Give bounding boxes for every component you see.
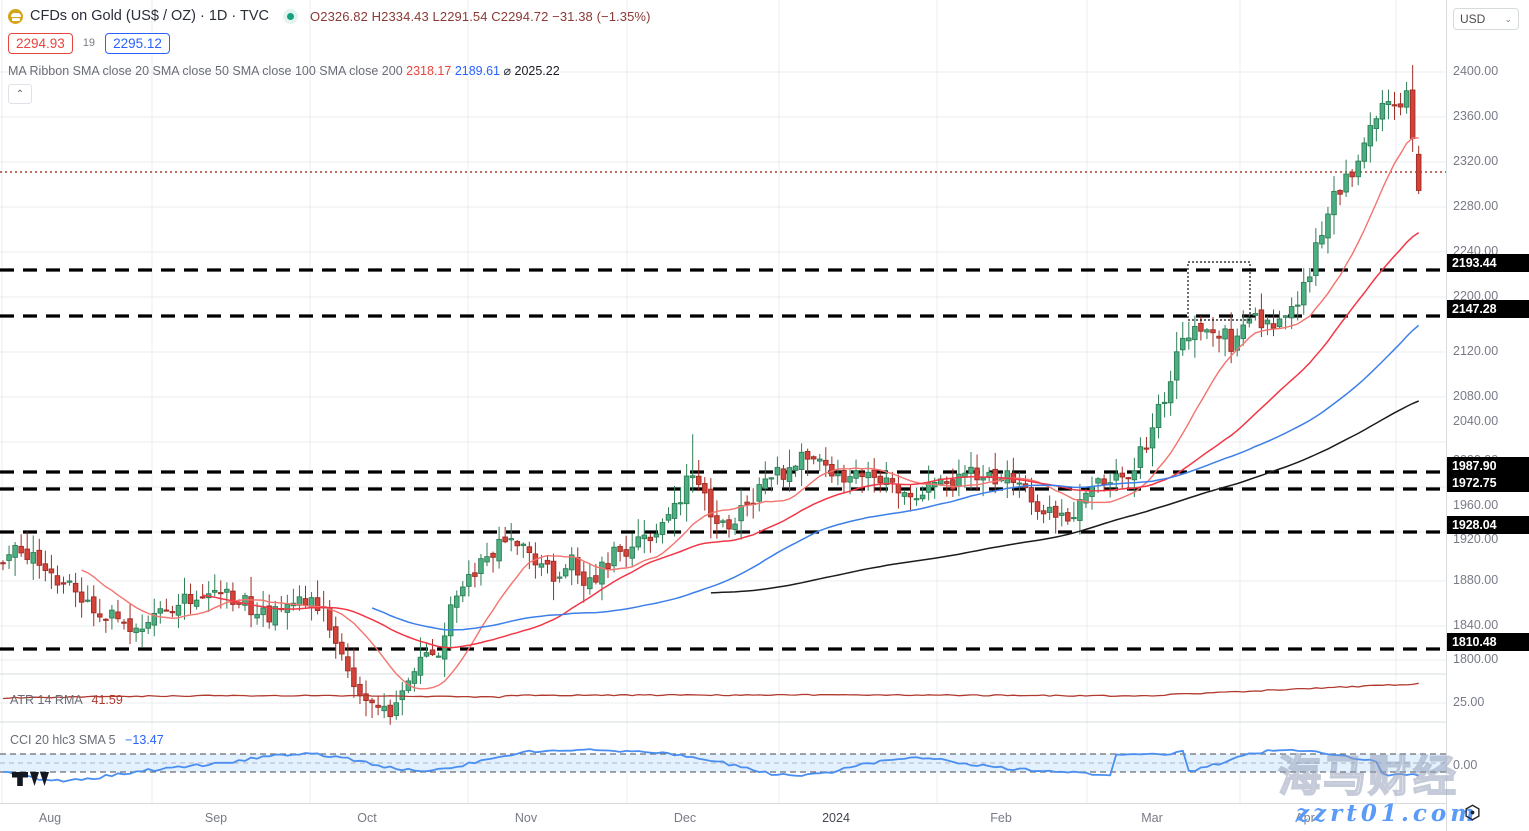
time-tick: Oct (357, 811, 377, 825)
time-tick: 2024 (822, 811, 850, 825)
price-tick: 1920.00 (1453, 532, 1499, 546)
spread-value: 19 (82, 37, 96, 49)
atr-value: 41.59 (91, 693, 123, 707)
time-tick: Feb (990, 811, 1012, 825)
price-level-tag[interactable]: 1928.04 (1447, 516, 1529, 534)
price-tick: 2040.00 (1453, 414, 1499, 428)
time-tick: Sep (204, 811, 228, 825)
time-tick: Mar (1141, 811, 1163, 825)
price-tick: 1880.00 (1453, 573, 1499, 587)
price-level-tag[interactable]: 1810.48 (1447, 633, 1529, 651)
ma-ribbon-value-2: 2189.61 (454, 64, 500, 78)
price-tick: 1800.00 (1453, 652, 1499, 666)
price-tick: 2360.00 (1453, 109, 1499, 123)
bid-ask-row: 2294.93 19 2295.12 (8, 30, 651, 56)
ma-ribbon-null-symbol: ⌀ (503, 64, 512, 78)
cci-legend[interactable]: CCI 20 hlc3 SMA 5 −13.47 (10, 733, 164, 747)
atr-legend[interactable]: ATR 14 RMA 41.59 (10, 693, 123, 707)
ma-ribbon-title: MA Ribbon SMA close 20 SMA close 50 SMA … (8, 64, 403, 78)
collapse-legend-button[interactable]: ⌃ (8, 84, 32, 104)
cci-value: −13.47 (125, 733, 164, 747)
price-tick: 1960.00 (1453, 498, 1499, 512)
settings-hex-icon[interactable] (1464, 804, 1481, 821)
price-tick: 2280.00 (1453, 199, 1499, 213)
time-tick: Dec (673, 811, 697, 825)
price-level-tag[interactable]: 2193.44 (1447, 254, 1529, 272)
price-tick: 0.00 (1453, 758, 1478, 772)
symbol-title[interactable]: CFDs on Gold (US$ / OZ) · 1D · TVC (30, 8, 270, 24)
time-tick: Nov (514, 811, 538, 825)
price-level-tag[interactable]: 1987.90 (1447, 457, 1529, 475)
chevron-down-icon: ⌄ (1504, 13, 1512, 24)
price-axis[interactable]: USD ⌄ 2400.00 2360.00 2320.00 2280.00 2240.0… (1446, 0, 1529, 831)
bid-price[interactable]: 2294.93 (8, 32, 73, 54)
ma-ribbon-value-1: 2318.17 (406, 64, 452, 78)
currency-label: USD (1460, 12, 1486, 26)
chevron-up-icon: ⌃ (15, 88, 25, 100)
atr-title: ATR 14 RMA (10, 693, 83, 707)
price-level-tag[interactable]: 1972.75 (1447, 474, 1529, 492)
price-level-tag[interactable]: 2147.28 (1447, 300, 1529, 318)
watermark-domain: zzrt01.com (1296, 800, 1479, 827)
currency-selector[interactable]: USD ⌄ (1453, 8, 1519, 30)
chart-legend: CFDs on Gold (US$ / OZ) · 1D · TVC O2326… (8, 5, 651, 104)
symbol-row[interactable]: CFDs on Gold (US$ / OZ) · 1D · TVC O2326… (8, 5, 651, 27)
price-tick: 2080.00 (1453, 389, 1499, 403)
ma-ribbon-legend[interactable]: MA Ribbon SMA close 20 SMA close 50 SMA … (8, 63, 651, 78)
ma-ribbon-value-3: 2025.22 (514, 64, 560, 78)
chart-plot-area[interactable] (0, 0, 1446, 803)
price-tick: 2400.00 (1453, 64, 1499, 78)
time-tick: Apr (1295, 811, 1315, 825)
cci-title: CCI 20 hlc3 SMA 5 (10, 733, 116, 747)
chart-canvas[interactable] (0, 0, 1446, 803)
price-tick: 1840.00 (1453, 618, 1499, 632)
time-axis[interactable]: AugSepOctNovDec2024FebMarAprMa (0, 803, 1464, 831)
ohlc-values: O2326.82 H2334.43 L2291.54 C2294.72 −31.… (310, 8, 651, 24)
price-tick: 2200.00 (1453, 289, 1499, 303)
gold-coin-icon (8, 8, 23, 24)
price-tick: 25.00 (1453, 695, 1485, 709)
market-open-dot (283, 8, 299, 24)
tradingview-logo-icon[interactable] (12, 768, 52, 790)
time-tick: Aug (38, 811, 62, 825)
ask-price[interactable]: 2295.12 (105, 32, 170, 54)
price-tick: 2320.00 (1453, 154, 1499, 168)
price-tick: 2120.00 (1453, 344, 1499, 358)
